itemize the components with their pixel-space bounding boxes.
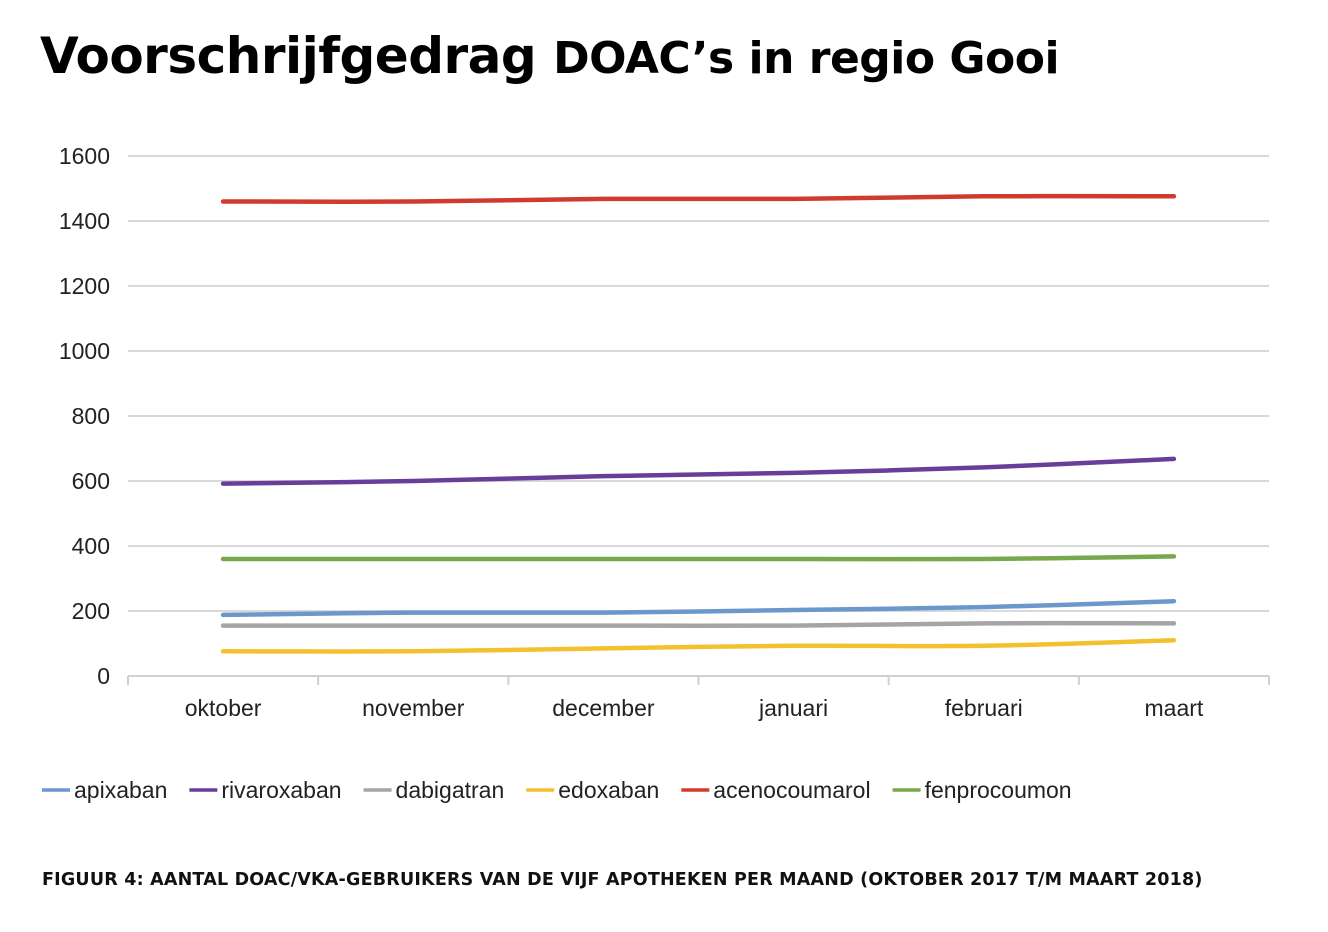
- line-chart: 0 200 400 600 800 1000 1200 1400 1600 oktober nov…: [42, 143, 1270, 803]
- series-line-apixaban: [220, 599, 1177, 618]
- legend-label-dabigatran: dabigatran: [396, 777, 505, 803]
- x-tick-label: maart: [1145, 695, 1204, 721]
- series-line-fenprocoumon: [220, 554, 1177, 562]
- x-tick-label: december: [552, 695, 655, 721]
- legend-label-acenocoumarol: acenocoumarol: [713, 777, 870, 803]
- legend: apixaban rivaroxaban dabigatran edoxaban ace…: [42, 777, 1072, 803]
- title-part-2: DOAC’s in regio Gooi: [553, 33, 1060, 84]
- legend-label-rivaroxaban: rivaroxaban: [221, 777, 341, 803]
- y-tick-label: 800: [72, 403, 110, 429]
- figure-caption: FIGUUR 4: AANTAL DOAC/VKA-GEBRUIKERS VAN…: [42, 870, 1203, 890]
- y-tick-label: 1600: [59, 143, 110, 169]
- y-tick-label: 1400: [59, 208, 110, 234]
- title-part-1: Voorschrijfgedrag: [40, 27, 554, 85]
- legend-label-apixaban: apixaban: [74, 777, 167, 803]
- y-tick-label: 600: [72, 468, 110, 494]
- legend-label-edoxaban: edoxaban: [558, 777, 659, 803]
- y-tick-label: 400: [72, 533, 110, 559]
- gridlines: [128, 155, 1269, 612]
- y-tick-label: 200: [72, 598, 110, 624]
- x-axis: oktober november december januari februari ma…: [127, 675, 1270, 721]
- series-line-rivaroxaban: [220, 456, 1177, 486]
- series-line-acenocoumarol: [220, 193, 1177, 204]
- page-title: Voorschrijfgedrag DOAC’s in regio Gooi: [40, 24, 1060, 91]
- y-axis-ticks: 0 200 400 600 800 1000 1200 1400 1600: [59, 143, 110, 689]
- series-lines: [220, 193, 1177, 654]
- x-tick-label: februari: [945, 695, 1023, 721]
- x-tick-label: januari: [758, 695, 828, 721]
- x-tick-label: oktober: [185, 695, 262, 721]
- y-tick-label: 1200: [59, 273, 110, 299]
- y-tick-label: 1000: [59, 338, 110, 364]
- series-line-edoxaban: [220, 638, 1177, 654]
- y-tick-label: 0: [97, 663, 110, 689]
- x-tick-label: november: [362, 695, 465, 721]
- legend-label-fenprocoumon: fenprocoumon: [925, 777, 1072, 803]
- series-line-dabigatran: [220, 620, 1177, 629]
